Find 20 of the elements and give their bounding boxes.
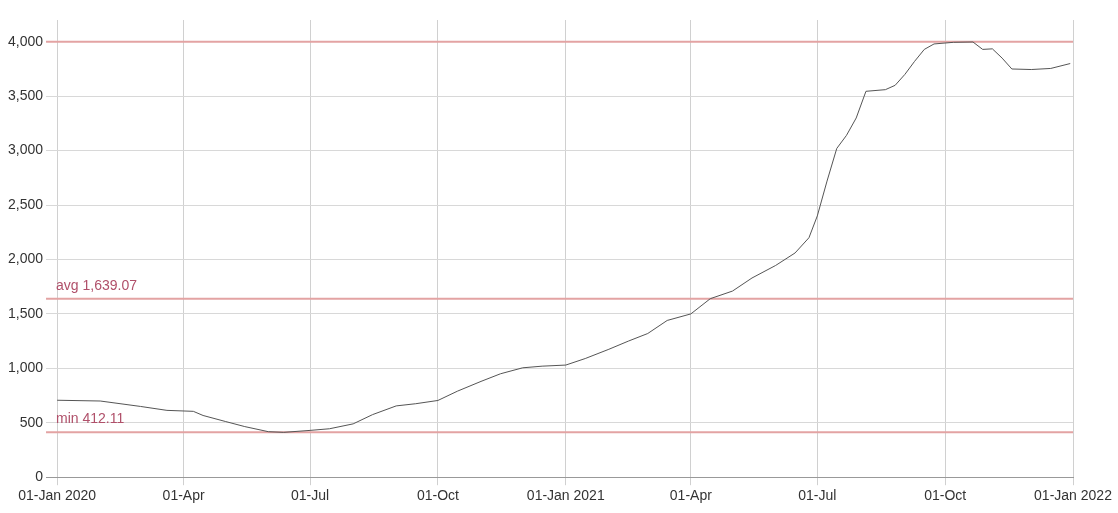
ref-line-label: avg 1,639.07	[56, 276, 138, 293]
y-tick-label: 3,500	[7, 87, 44, 104]
y-tick-label: 4,000	[7, 32, 44, 49]
y-tick-label: 3,000	[7, 141, 44, 158]
x-tick-label: 01-Jan 2021	[526, 487, 605, 504]
x-tick-label: 01-Jan 2022	[1034, 487, 1113, 504]
y-tick-label: 0	[35, 468, 44, 485]
y-tick-label: 1,500	[7, 304, 44, 321]
x-tick-label: 01-Oct	[416, 487, 460, 504]
x-tick-label: 01-Jul	[798, 487, 837, 504]
x-tick-label: 01-Apr	[669, 487, 713, 504]
x-tick-label: 01-Oct	[924, 487, 967, 504]
y-tick-label: 500	[19, 413, 44, 430]
y-tick-label: 2,000	[7, 250, 44, 267]
y-tick-label: 2,500	[7, 195, 44, 212]
x-tick-label: 01-Jan 2020	[18, 487, 97, 504]
y-tick-label: 1,000	[7, 359, 44, 376]
ref-line-label: min 412.11	[56, 410, 125, 427]
x-tick-label: 01-Apr	[162, 487, 205, 504]
x-tick-label: 01-Jul	[291, 487, 330, 504]
